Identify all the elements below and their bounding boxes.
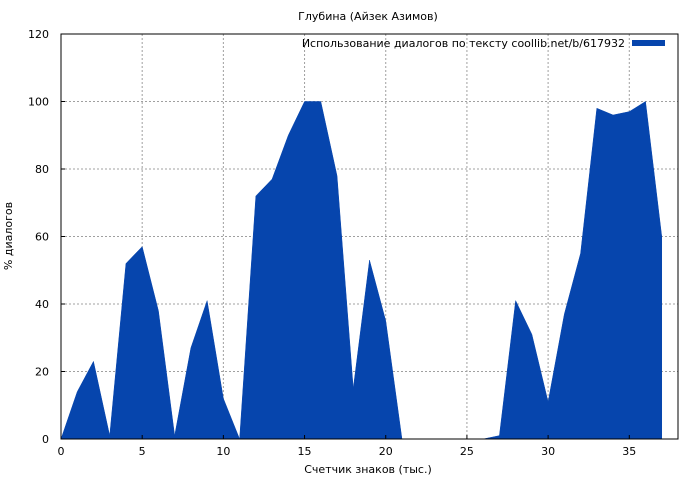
area-series — [60, 101, 663, 440]
legend-swatch — [632, 40, 665, 46]
x-tick-label: 5 — [139, 445, 146, 458]
x-axis: 0 5 10 15 20 25 30 35 — [58, 435, 636, 458]
x-tick-label: 25 — [460, 445, 474, 458]
y-tick-label: 80 — [35, 163, 49, 176]
legend: Использование диалогов по тексту coollib… — [302, 37, 665, 50]
y-axis-title: % диалогов — [2, 202, 15, 270]
x-tick-label: 35 — [622, 445, 636, 458]
x-tick-label: 30 — [541, 445, 555, 458]
legend-label: Использование диалогов по тексту coollib… — [302, 37, 625, 50]
y-axis: 0 20 40 60 80 100 120 — [28, 28, 65, 446]
x-tick-label: 20 — [379, 445, 393, 458]
plot-area — [60, 101, 663, 440]
y-tick-label: 60 — [35, 231, 49, 244]
chart-title: Глубина (Айзек Азимов) — [298, 10, 438, 23]
x-axis-title: Счетчик знаков (тыс.) — [304, 463, 432, 476]
y-tick-label: 0 — [42, 433, 49, 446]
x-tick-label: 15 — [298, 445, 312, 458]
y-tick-label: 40 — [35, 298, 49, 311]
y-tick-label: 120 — [28, 28, 49, 41]
x-tick-label: 10 — [216, 445, 230, 458]
y-tick-label: 100 — [28, 96, 49, 109]
x-tick-label: 0 — [58, 445, 65, 458]
y-tick-label: 20 — [35, 366, 49, 379]
